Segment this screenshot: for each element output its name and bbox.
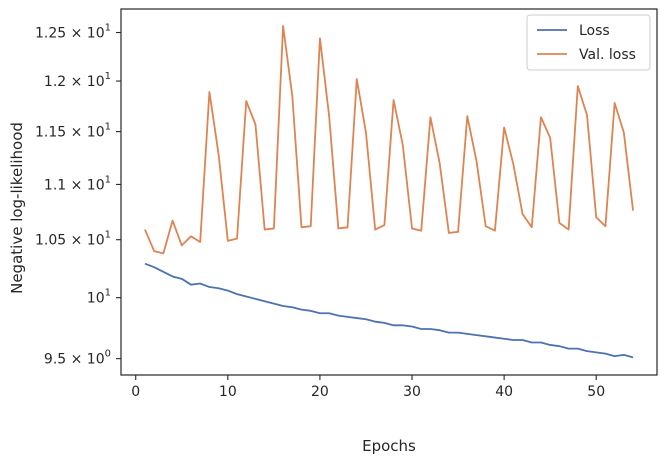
x-axis: 0 10 20 30 40 50: [131, 375, 605, 400]
y-tick-label: 1.15 × 101: [35, 122, 111, 141]
x-tick-label: 50: [587, 384, 605, 400]
legend-label-val-loss: Val. loss: [579, 47, 636, 63]
legend-box: [526, 14, 651, 71]
x-tick-label: 20: [311, 384, 329, 400]
y-tick-label: 1.25 × 101: [35, 23, 111, 42]
y-axis: 9.5 × 100 101 1.05 × 101 1.1 × 101 1.15 × 10…: [35, 23, 121, 368]
y-tick-label: 9.5 × 100: [44, 349, 111, 368]
series-line-val-loss: [144, 24, 634, 255]
x-tick-label: 30: [403, 384, 421, 400]
y-tick-label: 1.1 × 101: [44, 174, 111, 193]
x-tick-label: 0: [131, 384, 140, 400]
y-tick-label: 1.05 × 101: [35, 230, 111, 249]
x-tick-label: 40: [495, 384, 513, 400]
x-tick-label: 10: [219, 384, 237, 400]
series-line-loss: [144, 262, 634, 359]
legend-label-loss: Loss: [579, 23, 610, 39]
legend: Loss Val. loss: [526, 14, 651, 71]
y-tick-label: 101: [87, 288, 111, 307]
y-tick-label: 1.2 × 101: [44, 71, 111, 90]
y-axis-label: Negative log-likelihood: [8, 122, 26, 294]
x-axis-label: Epochs: [362, 437, 416, 455]
plot-area: [144, 24, 634, 359]
plot-frame: [120, 8, 658, 376]
